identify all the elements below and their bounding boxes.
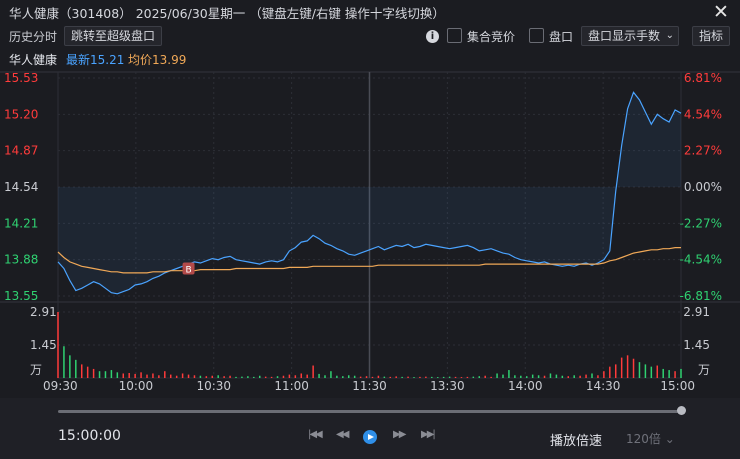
playback-speed-select[interactable]: 120倍 ⌄ <box>626 430 675 447</box>
time-tick-label: 14:00 <box>508 379 543 393</box>
intraday-chart[interactable]: 15.53 6.81% 15.20 4.54% 14.87 2.27% 14.54 0.00%… <box>0 0 740 398</box>
pct-tick-label: 6.81% <box>684 71 722 85</box>
volume-tick-label: 万 <box>30 363 42 377</box>
auction-checkbox[interactable] <box>447 28 462 43</box>
volume-tick-label: 1.45 <box>683 338 710 352</box>
pct-tick-label: -4.54% <box>680 253 722 267</box>
orderbook-display-value: 盘口显示手数 <box>588 29 661 43</box>
playback-time: 15:00:00 <box>58 428 121 444</box>
average-line <box>57 247 681 274</box>
buy-marker[interactable] <box>182 262 195 275</box>
price-tick-label: 14.21 <box>4 216 38 230</box>
window-title: 华人健康（301408） 2025/06/30星期一 （键盘左键/右键 操作十字… <box>9 5 445 21</box>
skip-end-icon[interactable]: ▶▶| <box>421 429 436 440</box>
skip-start-icon[interactable]: |◀◀ <box>308 429 323 440</box>
jump-super-orderbook-button[interactable]: 跳转至超级盘口 <box>64 26 163 46</box>
info-icon[interactable]: i <box>426 30 439 43</box>
time-tick-label: 09:30 <box>43 379 78 393</box>
toolbar: 历史分时 跳转至超级盘口 i 集合竞价 盘口 盘口显示手数 ⌄ 指标 <box>0 24 740 48</box>
forward-icon[interactable]: ▶▶ <box>393 429 406 440</box>
price-tick-label: 14.87 <box>4 144 38 158</box>
playback-speed-value: 120倍 <box>626 432 661 446</box>
volume-tick-label: 2.91 <box>30 305 57 319</box>
pct-tick-label: -6.81% <box>680 289 722 303</box>
price-tick-label: 14.54 <box>4 180 38 194</box>
playback-bar: 15:00:00 |◀◀ ◀◀ ▶▶ ▶▶| 播放倍速 120倍 ⌄ <box>0 398 740 459</box>
average-price: 均价13.99 <box>128 53 187 67</box>
time-tick-label: 11:30 <box>352 379 387 393</box>
auction-label: 集合竞价 <box>467 30 516 44</box>
time-tick-label: 10:30 <box>196 379 231 393</box>
chevron-down-icon: ⌄ <box>664 432 675 446</box>
time-tick-label: 14:30 <box>586 379 621 393</box>
latest-price: 最新15.21 <box>66 53 125 67</box>
indicator-button[interactable]: 指标 <box>692 26 731 46</box>
chart-legend: 华人健康 最新15.21 均价13.99 <box>0 48 740 68</box>
time-tick-label: 10:00 <box>119 379 154 393</box>
time-tick-label: 13:30 <box>430 379 465 393</box>
pct-tick-label: 2.27% <box>684 144 722 158</box>
pct-tick-label: -2.27% <box>680 216 722 230</box>
play-icon[interactable] <box>363 430 377 444</box>
orderbook-label: 盘口 <box>549 30 574 44</box>
pct-tick-label: 4.54% <box>684 107 722 121</box>
title-bar: 华人健康（301408） 2025/06/30星期一 （键盘左键/右键 操作十字… <box>0 0 740 24</box>
volume-tick-label: 万 <box>698 363 710 377</box>
price-tick-label: 13.55 <box>4 289 38 303</box>
playback-slider-handle[interactable] <box>677 406 686 415</box>
time-tick-label: 15:00 <box>660 379 695 393</box>
pct-tick-label: 0.00% <box>684 180 722 194</box>
volume-tick-label: 2.91 <box>683 305 710 319</box>
time-tick-label: 11:00 <box>274 379 309 393</box>
playback-speed-label: 播放倍速 <box>550 434 603 449</box>
buy-marker-label: B <box>185 265 191 275</box>
price-tick-label: 13.88 <box>4 253 38 267</box>
orderbook-display-select[interactable]: 盘口显示手数 ⌄ <box>581 26 680 46</box>
chevron-down-icon: ⌄ <box>665 30 675 41</box>
playback-slider[interactable] <box>58 410 682 413</box>
close-icon[interactable]: ✕ <box>713 1 729 23</box>
rewind-icon[interactable]: ◀◀ <box>336 429 349 440</box>
history-label: 历史分时 <box>9 30 58 44</box>
price-tick-label: 15.53 <box>4 71 38 85</box>
volume-tick-label: 1.45 <box>30 338 57 352</box>
stock-name: 华人健康 <box>9 53 58 67</box>
orderbook-checkbox[interactable] <box>529 28 544 43</box>
price-area <box>58 92 681 294</box>
price-line <box>57 91 682 295</box>
price-tick-label: 15.20 <box>4 107 38 121</box>
